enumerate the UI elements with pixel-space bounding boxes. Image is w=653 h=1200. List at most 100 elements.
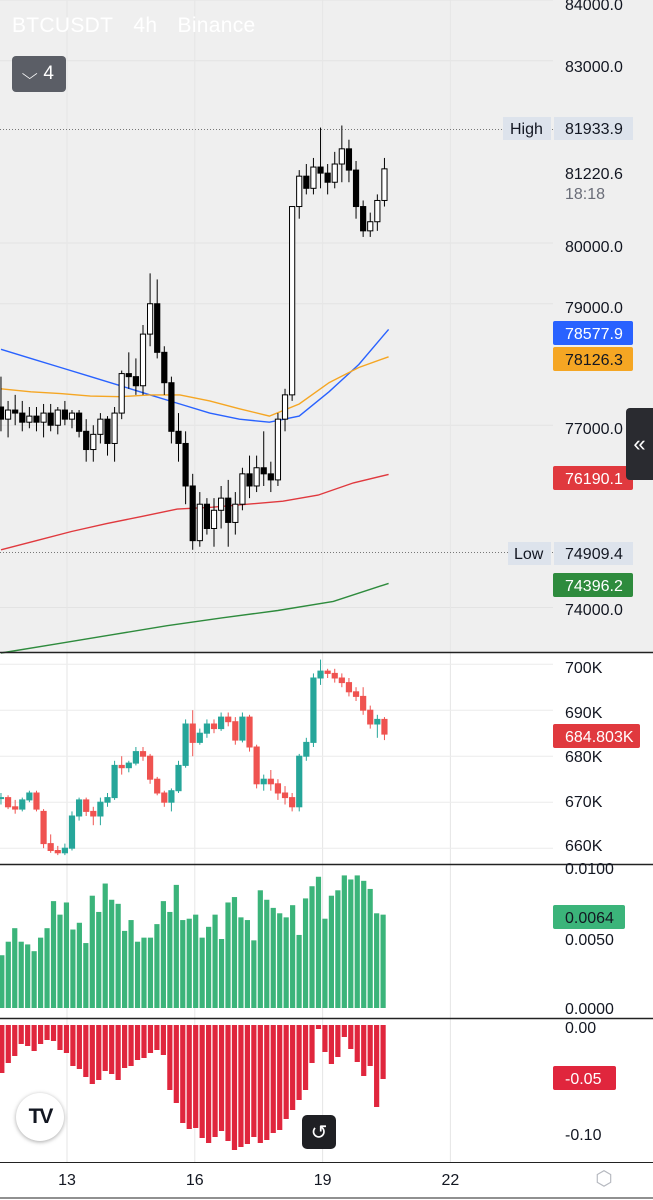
volume-candle-body bbox=[274, 783, 282, 794]
positive-bar bbox=[283, 917, 289, 1008]
high-value: 81933.9 bbox=[565, 121, 623, 138]
positive-bar bbox=[57, 914, 63, 1008]
negative-bar bbox=[0, 1025, 5, 1073]
volume-candle-body bbox=[352, 691, 360, 697]
positive-bar bbox=[141, 937, 147, 1008]
price-candle-body bbox=[210, 509, 218, 530]
price-tick: 83000.0 bbox=[565, 59, 623, 76]
positive-bar bbox=[322, 918, 328, 1008]
volume-candle-body bbox=[83, 799, 90, 812]
volume-candle-body bbox=[210, 723, 218, 730]
negative-bar bbox=[341, 1025, 347, 1037]
negative-bar bbox=[206, 1025, 212, 1143]
positive-bar bbox=[257, 890, 263, 1008]
positive-bar bbox=[50, 901, 57, 1008]
volume-candle-body bbox=[75, 799, 83, 817]
symbol-label[interactable]: BTCUSDT bbox=[12, 14, 114, 37]
positive-bar bbox=[70, 929, 76, 1008]
reset-chart-button[interactable]: ↺ bbox=[302, 1115, 336, 1149]
positive-bar bbox=[102, 883, 108, 1008]
positive-bar bbox=[290, 905, 296, 1008]
volume-candle-body bbox=[182, 723, 189, 766]
negative-bar bbox=[354, 1025, 360, 1062]
side-panel-toggle[interactable]: « bbox=[626, 408, 653, 480]
volume-candle-body bbox=[360, 695, 367, 711]
positive-histogram bbox=[0, 875, 386, 1008]
positive-last-value: 0.0064 bbox=[565, 910, 614, 927]
volume-tick: 670K bbox=[565, 794, 603, 811]
negative-bar bbox=[109, 1025, 115, 1074]
volume-candle-body bbox=[90, 810, 97, 817]
volume-candle-body bbox=[61, 847, 68, 854]
price-candle-body bbox=[267, 473, 274, 481]
positive-bar bbox=[83, 943, 89, 1008]
volume-candle-body bbox=[246, 716, 253, 748]
volume-candle-body bbox=[54, 850, 61, 854]
price-candle-body bbox=[360, 206, 367, 232]
blue-ma-value: 78577.9 bbox=[565, 326, 623, 343]
negative-bar bbox=[322, 1025, 328, 1052]
negative-tick: -0.10 bbox=[565, 1127, 602, 1144]
settings-icon[interactable]: ⬡ bbox=[595, 1167, 613, 1190]
volume-candle-body bbox=[218, 716, 225, 730]
negative-bar bbox=[154, 1025, 160, 1050]
negative-bar bbox=[296, 1025, 302, 1100]
price-candle-body bbox=[381, 168, 388, 201]
indicator-count: 4 bbox=[43, 63, 54, 84]
negative-bar bbox=[302, 1025, 309, 1090]
chevron-down-icon: ⌵ bbox=[21, 65, 38, 83]
volume-tick: 680K bbox=[565, 749, 603, 766]
price-candles bbox=[0, 125, 388, 550]
positive-bar bbox=[193, 914, 199, 1008]
positive-bar bbox=[218, 939, 225, 1008]
volume-candle-body bbox=[303, 741, 310, 757]
volume-candle-body bbox=[317, 670, 324, 679]
positive-bar bbox=[309, 886, 315, 1008]
volume-candle-body bbox=[47, 843, 54, 851]
price-candle-body bbox=[246, 473, 253, 487]
negative-bar bbox=[115, 1025, 121, 1080]
negative-bar bbox=[160, 1025, 166, 1055]
negative-bar bbox=[186, 1025, 192, 1129]
positive-bar bbox=[160, 901, 166, 1008]
price-candle-body bbox=[289, 206, 296, 396]
price-candle-body bbox=[239, 473, 246, 505]
price-candle-body bbox=[367, 221, 374, 232]
price-candle-body bbox=[310, 166, 317, 189]
last-price: 81220.6 bbox=[565, 166, 623, 183]
volume-last-bg bbox=[553, 724, 640, 748]
negative-bar bbox=[134, 1025, 141, 1060]
positive-bar bbox=[251, 940, 257, 1008]
exchange-label: Binance bbox=[177, 14, 256, 37]
positive-last-bg bbox=[553, 905, 625, 929]
price-candle-body bbox=[189, 485, 196, 542]
price-candle-body bbox=[54, 409, 61, 426]
low-label-bg bbox=[508, 542, 551, 565]
price-candle-body bbox=[168, 382, 175, 432]
positive-bar bbox=[89, 895, 95, 1008]
volume-candle-body bbox=[0, 797, 5, 800]
price-candle-body bbox=[296, 175, 303, 208]
time-axis: 13 16 19 22 bbox=[58, 1172, 459, 1189]
volume-candle-body bbox=[281, 792, 289, 799]
volume-candle-body bbox=[289, 797, 296, 808]
interval-label[interactable]: 4h bbox=[133, 14, 158, 37]
positive-bar bbox=[302, 898, 309, 1008]
positive-bar bbox=[225, 902, 231, 1008]
negative-bar bbox=[18, 1025, 24, 1044]
indicator-collapse-button[interactable]: ⌵ 4 bbox=[12, 56, 66, 92]
price-candle-body bbox=[139, 333, 147, 387]
price-candle-body bbox=[90, 433, 97, 451]
negative-bar bbox=[244, 1025, 250, 1144]
reset-icon: ↺ bbox=[310, 1121, 328, 1144]
tradingview-logo-icon[interactable]: TV bbox=[16, 1093, 64, 1141]
positive-bar bbox=[25, 944, 31, 1008]
volume-candle-body bbox=[161, 792, 168, 803]
volume-candles bbox=[0, 659, 388, 856]
price-candle-body bbox=[225, 497, 232, 523]
volume-candle-body bbox=[4, 797, 12, 808]
green-ma-label-bg bbox=[553, 573, 633, 597]
positive-bar bbox=[134, 941, 141, 1008]
negative-bar bbox=[309, 1025, 315, 1063]
